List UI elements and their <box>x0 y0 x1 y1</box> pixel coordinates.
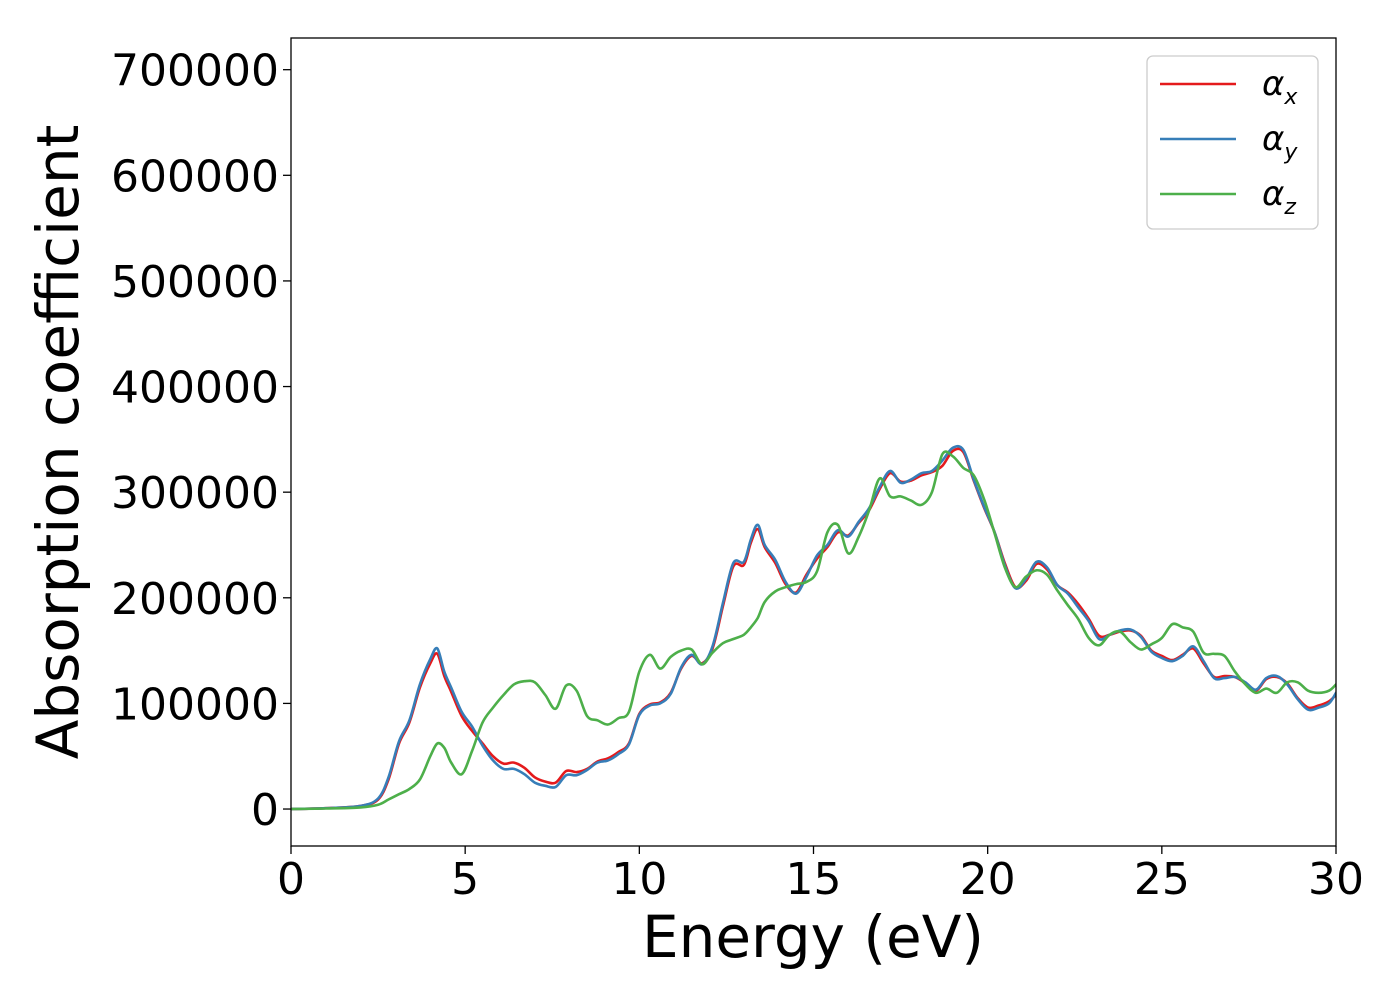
y-tick-label: 600000 <box>111 151 279 202</box>
y-axis-ticks: 0 100000 200000 300000 400000 500000 600000 700… <box>111 46 291 836</box>
y-tick-label: 400000 <box>111 363 279 414</box>
x-tick-label: 0 <box>277 854 305 905</box>
x-tick-label: 10 <box>611 854 667 905</box>
legend-box <box>1146 55 1319 230</box>
series-line-z <box>291 450 1336 811</box>
series-line-y <box>291 444 1336 811</box>
x-axis-ticks: 0 5 10 15 20 25 30 <box>277 846 1364 905</box>
y-axis-label: Absorption coefficient <box>24 125 92 760</box>
x-tick-label: 30 <box>1308 854 1364 905</box>
plot-frame <box>290 37 1337 847</box>
x-tick-label: 20 <box>960 854 1016 905</box>
legend-label-z: αz <box>1262 174 1296 220</box>
y-tick-label: 0 <box>251 785 279 836</box>
x-tick-label: 5 <box>451 854 479 905</box>
x-tick-label: 15 <box>786 854 842 905</box>
series-layer <box>291 444 1336 811</box>
legend-label-x: αx <box>1262 64 1298 110</box>
legend-label-y: αy <box>1262 119 1298 165</box>
y-tick-label: 100000 <box>111 679 279 730</box>
legend: αx αy αz <box>1146 55 1319 230</box>
x-tick-label: 25 <box>1134 854 1190 905</box>
y-tick-label: 500000 <box>111 257 279 308</box>
y-tick-label: 200000 <box>111 574 279 625</box>
x-axis-label: Energy (eV) <box>642 903 984 971</box>
y-tick-label: 300000 <box>111 468 279 519</box>
y-tick-label: 700000 <box>111 46 279 97</box>
